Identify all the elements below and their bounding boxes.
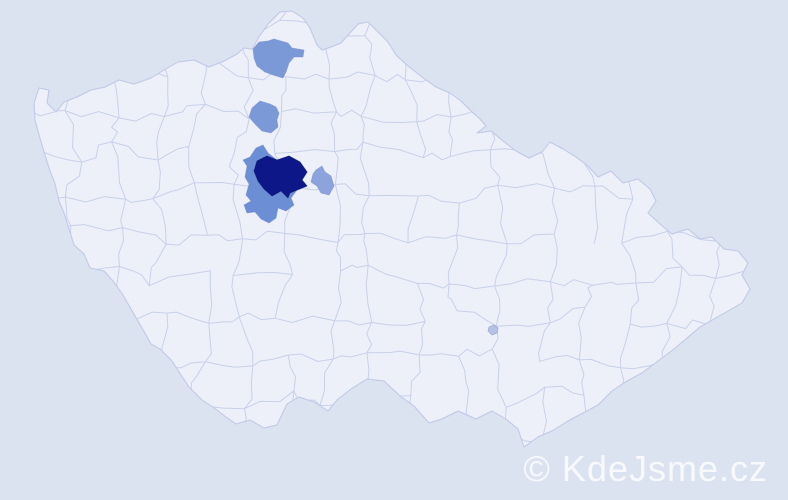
country-border (33, 10, 751, 448)
country-outline (33, 10, 751, 448)
watermark: © KdeJsme.cz (523, 448, 768, 489)
highlighted-district-center-core (253, 155, 308, 199)
highlighted-district-center-east (310, 165, 335, 196)
highlighted-district-north-lower (248, 100, 280, 134)
highlighted-spot-southeast (487, 324, 499, 336)
highlighted-districts (242, 38, 499, 336)
highlighted-district-north-top (252, 38, 305, 79)
